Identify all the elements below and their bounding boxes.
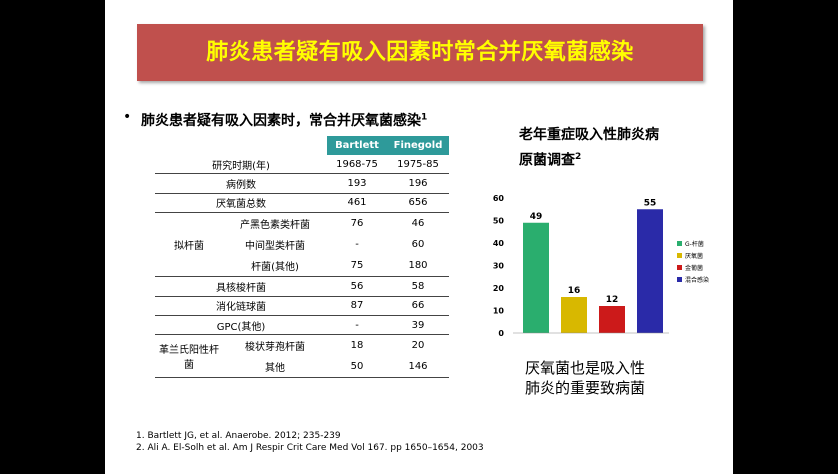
bullet-heading: 肺炎患者疑有吸入因素时，常合并厌氧菌感染1 — [141, 110, 427, 130]
table-row: 中间型类杆菌 - 60 — [155, 234, 449, 255]
cell-finegold: 20 — [411, 340, 425, 352]
header-finegold: Finegold — [387, 136, 449, 155]
group-label-bacteroides: 拟杆菌 — [155, 212, 223, 278]
row-label: 消化链球菌 — [155, 296, 327, 316]
group-label-gram-positive: 革兰氏阳性杆菌 — [155, 334, 223, 379]
reference-1: 1. Bartlett JG, et al. Anaerobe. 2012; 2… — [136, 431, 341, 441]
cell-finegold: 180 — [387, 255, 449, 278]
legend-swatch — [677, 265, 682, 270]
row-label: 产黑色素类杆菌 — [240, 220, 310, 232]
note-text: 厌氧菌也是吸入性 肺炎的重要致病菌 — [525, 358, 645, 398]
y-tick-label: 60 — [493, 194, 505, 203]
legend-label: 混合感染 — [685, 276, 709, 284]
cell-bartlett: 87 — [327, 296, 387, 316]
bar — [599, 306, 625, 333]
table-row: 研究时期(年) 1968-75 1975-85 — [155, 155, 449, 175]
bullet-footnote-marker: 1 — [421, 112, 428, 123]
legend-swatch — [677, 241, 682, 246]
cell-bartlett: - — [355, 239, 359, 251]
table-row: 其他 50 146 — [155, 356, 449, 379]
row-label: GPC(其他) — [155, 315, 327, 336]
table-row: GPC(其他) - 39 — [155, 315, 449, 336]
cell-bartlett: - — [327, 315, 387, 336]
cell-bartlett: 461 — [327, 193, 387, 214]
table-row: 厌氧菌总数 461 656 — [155, 193, 449, 214]
cell-finegold: 58 — [387, 276, 449, 297]
slide-title: 肺炎患者疑有吸入因素时常合并厌氧菌感染 — [206, 40, 634, 65]
data-label: 12 — [606, 295, 619, 305]
cell-finegold: 196 — [387, 173, 449, 194]
table-row: 革兰氏阳性杆菌 梭状芽孢杆菌 18 20 — [155, 334, 449, 379]
header-bartlett: Bartlett — [327, 136, 387, 155]
note-line-2: 肺炎的重要致病菌 — [525, 379, 646, 397]
bar — [637, 209, 663, 333]
y-tick-label: 20 — [493, 284, 505, 293]
reference-2: 2. Ali A. El-Solh et al. Am J Respir Cri… — [136, 443, 484, 453]
chart-title-footnote-marker: 2 — [575, 152, 582, 162]
cell-finegold: 46 — [411, 218, 425, 230]
cell-finegold: 656 — [387, 193, 449, 214]
table-header-row: Bartlett Finegold — [155, 136, 449, 155]
slide: 肺炎患者疑有吸入因素时常合并厌氧菌感染 • 肺炎患者疑有吸入因素时，常合并厌氧菌… — [105, 0, 733, 474]
legend-label: 金葡菌 — [685, 264, 703, 272]
table-row: 具核梭杆菌 56 58 — [155, 276, 449, 297]
legend-label: 厌氧菌 — [685, 252, 703, 260]
y-tick-label: 40 — [493, 239, 505, 248]
cell-bartlett: 193 — [327, 173, 387, 194]
data-label: 16 — [568, 286, 581, 296]
cell-finegold: 146 — [387, 356, 449, 379]
table-row: 病例数 193 196 — [155, 173, 449, 194]
cell-finegold: 39 — [387, 315, 449, 336]
row-label: 梭状芽孢杆菌 — [245, 342, 305, 354]
y-tick-label: 50 — [493, 217, 505, 226]
data-label: 55 — [644, 198, 657, 208]
chart-title-line-1: 老年重症吸入性肺炎病 — [519, 127, 659, 143]
cell-bartlett: 1968-75 — [327, 155, 387, 175]
chart-title: 老年重症吸入性肺炎病 原菌调查2 — [519, 124, 659, 172]
legend-swatch — [677, 277, 682, 282]
cell-bartlett: 56 — [327, 276, 387, 297]
table-row: 杆菌(其他) 75 180 — [155, 255, 449, 278]
bar — [523, 222, 549, 333]
row-label: 其他 — [223, 356, 327, 379]
row-label: 中间型类杆菌 — [245, 241, 305, 253]
note-line-1: 厌氧菌也是吸入性 — [525, 359, 646, 377]
header-blank — [155, 136, 327, 155]
legend-label: G-杆菌 — [685, 240, 704, 248]
anaerobe-table: Bartlett Finegold 研究时期(年) 1968-75 1975-8… — [155, 136, 449, 379]
bar — [561, 297, 587, 333]
table-row: 消化链球菌 87 66 — [155, 296, 449, 316]
cell-bartlett: 75 — [327, 255, 387, 278]
table-row: 拟杆菌 产黑色素类杆菌 76 46 — [155, 212, 449, 278]
row-label: 具核梭杆菌 — [155, 276, 327, 297]
bullet-text: 肺炎患者疑有吸入因素时，常合并厌氧菌感染 — [141, 113, 421, 129]
chart-title-line-2: 原菌调查 — [519, 152, 575, 169]
title-banner: 肺炎患者疑有吸入因素时常合并厌氧菌感染 — [137, 24, 703, 81]
cell-bartlett: 18 — [350, 340, 364, 352]
row-label: 研究时期(年) — [155, 155, 327, 175]
row-label: 杆菌(其他) — [223, 255, 327, 278]
bullet-icon: • — [123, 109, 132, 125]
cell-finegold: 66 — [387, 296, 449, 316]
cell-bartlett: 76 — [350, 218, 364, 230]
legend-swatch — [677, 253, 682, 258]
references: 1. Bartlett JG, et al. Anaerobe. 2012; 2… — [136, 430, 484, 454]
data-label: 49 — [530, 212, 543, 222]
cell-finegold: 1975-85 — [387, 155, 449, 175]
y-tick-label: 0 — [498, 329, 504, 338]
row-label: 病例数 — [155, 173, 327, 194]
cell-bartlett: 50 — [327, 356, 387, 379]
y-tick-label: 30 — [493, 262, 505, 271]
y-tick-label: 10 — [493, 307, 505, 316]
cell-finegold: 60 — [411, 239, 425, 251]
row-label: 厌氧菌总数 — [155, 193, 327, 214]
